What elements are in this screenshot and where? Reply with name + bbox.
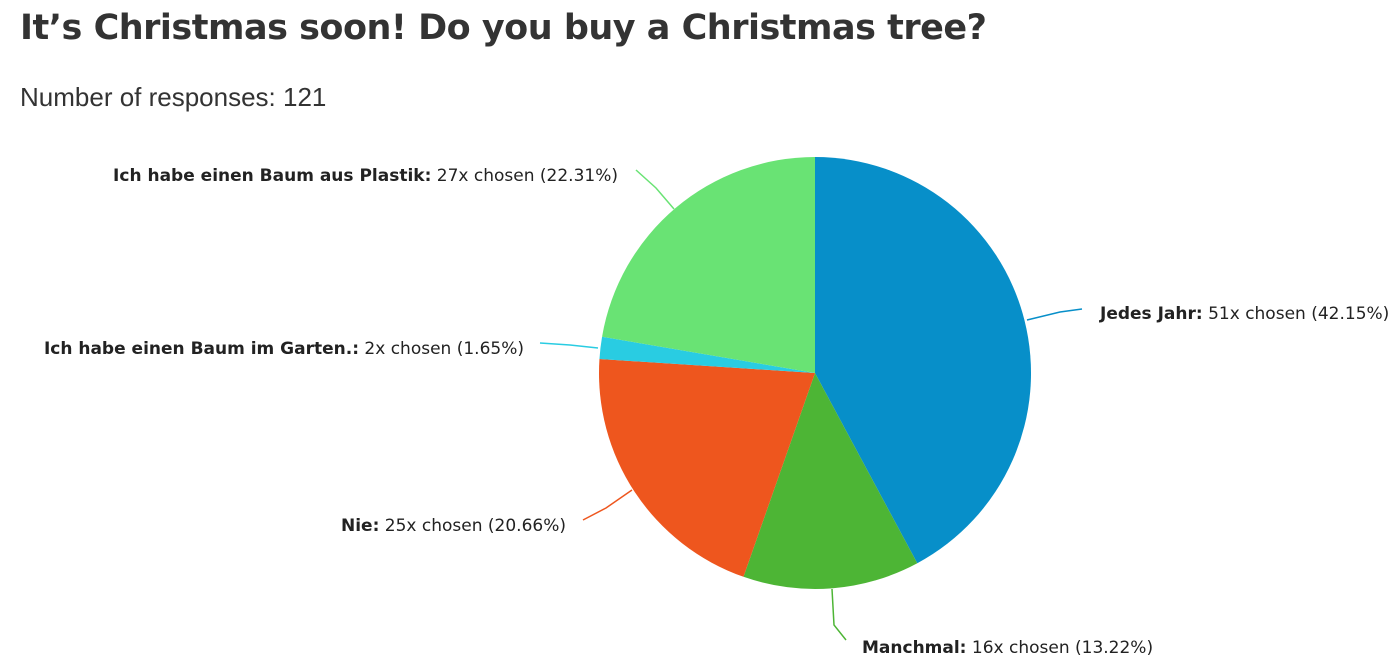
slice-label-detail: 51x chosen (42.15%) — [1203, 304, 1390, 324]
connector-line-1 — [1026, 308, 1083, 321]
pie-slice-1 — [815, 157, 1032, 564]
slice-label-detail: 25x chosen (20.66%) — [379, 516, 566, 536]
pie-slice-2 — [743, 373, 918, 590]
slice-label-name: Jedes Jahr: — [1099, 304, 1203, 324]
slice-labels: Jedes Jahr: 51x chosen (42.15%) Manchmal:… — [44, 166, 1389, 658]
slice-label-1: Jedes Jahr: 51x chosen (42.15%) — [1099, 304, 1389, 324]
response-count: Number of responses: 121 — [20, 82, 327, 112]
slice-label-name: Nie: — [341, 516, 379, 536]
chart-title: It’s Christmas soon! Do you buy a Christ… — [20, 8, 987, 48]
slice-label-name: Manchmal: — [862, 638, 966, 658]
pie-slices — [598, 157, 1032, 590]
slice-label-4: Ich habe einen Baum im Garten.: 2x chose… — [44, 339, 524, 359]
label-connectors — [539, 169, 1083, 641]
pie-slice-4 — [599, 336, 815, 373]
slice-label-3: Nie: 25x chosen (20.66%) — [341, 516, 566, 536]
slice-label-name: Ich habe einen Baum im Garten.: — [44, 339, 359, 359]
slice-label-detail: 27x chosen (22.31%) — [431, 166, 618, 186]
slice-label-5: Ich habe einen Baum aus Plastik: 27x cho… — [113, 166, 618, 186]
slice-label-2: Manchmal: 16x chosen (13.22%) — [862, 638, 1153, 658]
slice-label-detail: 2x chosen (1.65%) — [359, 339, 524, 359]
connector-line-4 — [539, 342, 599, 349]
slice-label-detail: 16x chosen (13.22%) — [966, 638, 1153, 658]
connector-line-2 — [831, 588, 847, 641]
pie-slice-5 — [602, 157, 815, 373]
connector-line-3 — [582, 489, 633, 521]
slice-label-name: Ich habe einen Baum aus Plastik: — [113, 166, 431, 186]
connector-line-5 — [635, 169, 675, 210]
pie-slice-3 — [598, 358, 815, 577]
